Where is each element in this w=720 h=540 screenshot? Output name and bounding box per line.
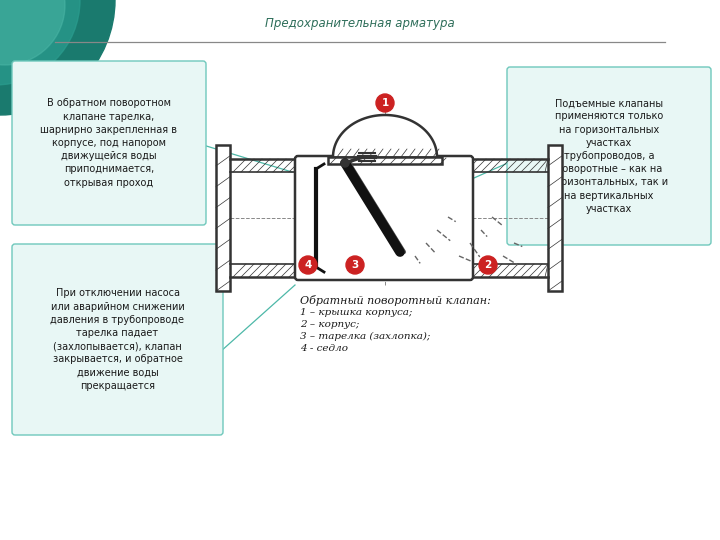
Text: 1 – крышка корпуса;: 1 – крышка корпуса; xyxy=(300,308,413,317)
FancyBboxPatch shape xyxy=(295,156,473,280)
Circle shape xyxy=(376,94,394,112)
Text: 3 – тарелка (захлопка);: 3 – тарелка (захлопка); xyxy=(300,332,431,341)
Text: В обратном поворотном
клапане тарелка,
шарнирно закрепленная в
корпусе, под напо: В обратном поворотном клапане тарелка, ш… xyxy=(40,98,178,187)
Text: 4 - седло: 4 - седло xyxy=(300,344,348,353)
Text: Обратный поворотный клапан:: Обратный поворотный клапан: xyxy=(300,295,491,306)
Text: 1: 1 xyxy=(382,98,389,108)
Text: Предохранительная арматура: Предохранительная арматура xyxy=(265,17,455,30)
Text: При отключении насоса
или аварийном снижении
давления в трубопроводе
тарелка пад: При отключении насоса или аварийном сниж… xyxy=(50,288,184,391)
Circle shape xyxy=(341,159,349,167)
Bar xyxy=(216,145,230,291)
Bar xyxy=(548,145,562,291)
Circle shape xyxy=(0,0,80,85)
Text: 2: 2 xyxy=(485,260,492,270)
Polygon shape xyxy=(333,115,437,157)
FancyBboxPatch shape xyxy=(12,61,206,225)
Circle shape xyxy=(0,0,65,65)
Text: 3: 3 xyxy=(351,260,359,270)
Circle shape xyxy=(346,256,364,274)
Text: Подъемные клапаны
применяются только
на горизонтальных
участках
трубопроводов, а: Подъемные клапаны применяются только на … xyxy=(550,98,668,214)
Circle shape xyxy=(299,256,317,274)
FancyBboxPatch shape xyxy=(12,244,223,435)
Text: 2 – корпус;: 2 – корпус; xyxy=(300,320,359,329)
Text: 4: 4 xyxy=(305,260,312,270)
Circle shape xyxy=(479,256,497,274)
Circle shape xyxy=(0,0,115,115)
Bar xyxy=(328,157,442,164)
FancyBboxPatch shape xyxy=(507,67,711,245)
